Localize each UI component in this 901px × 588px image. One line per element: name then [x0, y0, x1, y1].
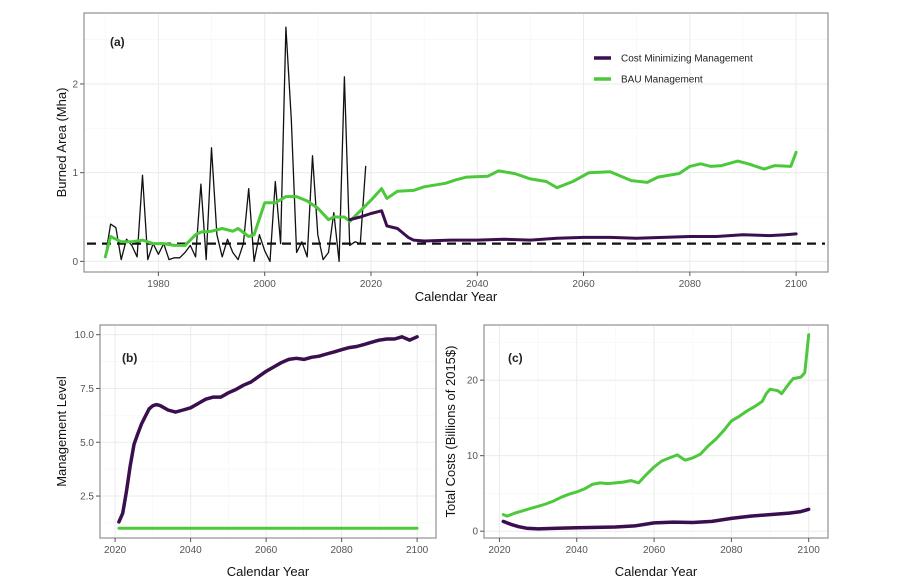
x-tick-label: 2040 [566, 545, 589, 556]
y-axis-title: Burned Area (Mha) [54, 88, 69, 198]
x-tick-label: 2080 [720, 545, 743, 556]
y-axis-title: Management Level [54, 376, 69, 487]
legend: Cost Minimizing Management BAU Management [594, 54, 753, 86]
y-tick-label: 5.0 [80, 438, 94, 449]
series-line-observed [104, 26, 367, 263]
y-tick-label: 2 [72, 79, 78, 90]
y-tick-label: 7.5 [80, 384, 94, 395]
x-tick-label: 2100 [798, 545, 821, 556]
y-tick-label: 0 [72, 257, 78, 268]
x-tick-label: 2080 [330, 545, 353, 556]
x-tick-label: 2020 [104, 545, 127, 556]
panel-a: 1980 2000 2020 2040 2060 2080 2100 0 1 2 Calendar … [54, 12, 829, 304]
x-tick-label: 2100 [406, 545, 429, 556]
series-line-bau-management [103, 150, 798, 259]
panel-label: (b) [122, 351, 137, 365]
panel-b: 2020 2040 2060 2080 2100 2.5 5.0 7.5 10.0 Calenda… [54, 324, 437, 579]
x-tick-label: 2060 [572, 279, 595, 290]
panel-frame [83, 12, 829, 273]
x-axis-title: Calendar Year [227, 564, 310, 579]
x-tick-label: 2040 [179, 545, 202, 556]
panel-label: (c) [508, 351, 523, 365]
series-line-cost-minimizing-management [117, 335, 419, 524]
series-line-cost-minimizing-management [501, 507, 811, 531]
x-tick-label: 2040 [466, 279, 489, 290]
x-tick-label: 2000 [254, 279, 277, 290]
x-axis-title: Calendar Year [415, 289, 498, 304]
x-tick-label: 2060 [255, 545, 278, 556]
panel-c: 2020 2040 2060 2080 2100 0 10 20 Calendar Year To… [443, 324, 829, 579]
y-axis-title: Total Costs (Billions of 2015$) [443, 346, 458, 518]
x-tick-label: 2020 [488, 545, 511, 556]
x-tick-label: 2060 [643, 545, 666, 556]
legend-label: BAU Management [621, 75, 703, 86]
panel-frame [99, 324, 437, 539]
y-tick-label: 20 [467, 376, 479, 387]
y-tick-label: 0 [472, 527, 478, 538]
series-line-cost-minimizing-management [348, 209, 798, 243]
y-tick-label: 2.5 [80, 492, 94, 503]
panel-frame [483, 324, 829, 539]
x-axis-title: Calendar Year [615, 564, 698, 579]
legend-label: Cost Minimizing Management [621, 54, 753, 65]
x-tick-label: 2100 [785, 279, 808, 290]
y-tick-label: 10.0 [75, 330, 95, 341]
x-tick-label: 1980 [147, 279, 170, 290]
y-tick-label: 10 [467, 451, 479, 462]
panel-label: (a) [110, 35, 125, 49]
x-tick-label: 2020 [360, 279, 383, 290]
y-tick-label: 1 [72, 168, 78, 179]
series-line-bau-management [501, 333, 811, 518]
x-tick-label: 2080 [679, 279, 702, 290]
